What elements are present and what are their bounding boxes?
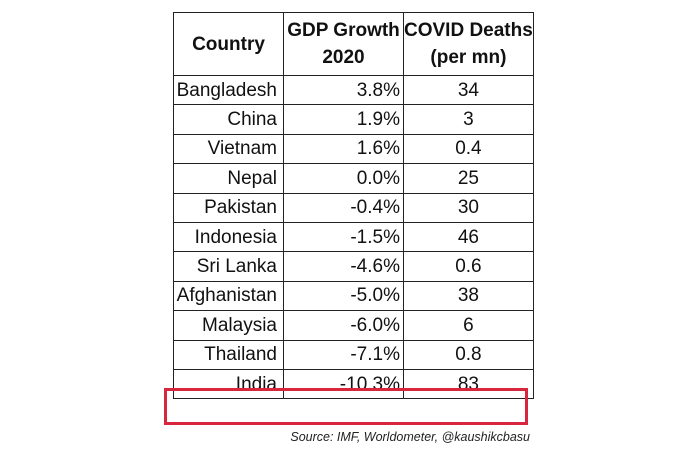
header-deaths-line-2: (per mn) <box>430 47 507 68</box>
gdp-covid-table: Country GDP Growth 2020 COVID Deaths (pe… <box>173 12 534 400</box>
cell-country: Bangladesh <box>173 74 284 106</box>
cell-gdp-growth: 1.6% <box>283 133 404 165</box>
header-gdp-line-1: GDP Growth <box>287 20 400 41</box>
cell-covid-deaths: 38 <box>403 280 534 312</box>
table-row: Sri Lanka -4.6% 0.6 <box>173 251 534 282</box>
cell-country: Malaysia <box>173 310 284 341</box>
cell-gdp-growth: 0.0% <box>283 163 404 194</box>
table-row: Thailand -7.1% 0.8 <box>173 339 534 370</box>
cell-covid-deaths: 25 <box>403 163 534 194</box>
table-row: India -10.3% 83 <box>173 368 534 400</box>
table-row: China 1.9% 3 <box>173 104 534 135</box>
cell-covid-deaths: 34 <box>403 74 534 106</box>
cell-country: China <box>173 104 284 135</box>
cell-country: Sri Lanka <box>173 251 284 282</box>
cell-gdp-growth: -4.6% <box>283 251 404 282</box>
cell-covid-deaths: 0.4 <box>403 133 534 165</box>
header-gdp: GDP Growth 2020 <box>283 12 404 76</box>
cell-covid-deaths: 83 <box>403 368 534 400</box>
data-table-container: Country GDP Growth 2020 COVID Deaths (pe… <box>173 12 534 400</box>
cell-gdp-growth: -10.3% <box>283 368 404 400</box>
cell-country: Afghanistan <box>173 280 284 312</box>
table-row: Indonesia -1.5% 46 <box>173 221 534 253</box>
cell-country: Vietnam <box>173 133 284 165</box>
table-row: Malaysia -6.0% 6 <box>173 310 534 341</box>
cell-covid-deaths: 6 <box>403 310 534 341</box>
table-row: Nepal 0.0% 25 <box>173 163 534 194</box>
header-country-line-1: Country <box>192 33 265 55</box>
cell-gdp-growth: 1.9% <box>283 104 404 135</box>
header-gdp-line-2: 2020 <box>322 47 365 68</box>
cell-gdp-growth: -7.1% <box>283 339 404 370</box>
cell-country: Thailand <box>173 339 284 370</box>
source-caption: Source: IMF, Worldometer, @kaushikcbasu <box>290 430 530 444</box>
cell-country: India <box>173 368 284 400</box>
header-deaths: COVID Deaths (per mn) <box>403 12 534 76</box>
table-body: Bangladesh 3.8% 34 China 1.9% 3 Vietnam 1.6% 0.4… <box>173 74 534 400</box>
cell-covid-deaths: 3 <box>403 104 534 135</box>
cell-gdp-growth: -1.5% <box>283 221 404 253</box>
cell-covid-deaths: 30 <box>403 192 534 223</box>
cell-country: Indonesia <box>173 221 284 253</box>
cell-covid-deaths: 46 <box>403 221 534 253</box>
cell-covid-deaths: 0.6 <box>403 251 534 282</box>
cell-gdp-growth: 3.8% <box>283 74 404 106</box>
table-row: Vietnam 1.6% 0.4 <box>173 133 534 165</box>
table-row: Bangladesh 3.8% 34 <box>173 74 534 106</box>
cell-gdp-growth: -0.4% <box>283 192 404 223</box>
table-row: Afghanistan -5.0% 38 <box>173 280 534 312</box>
table-row: Pakistan -0.4% 30 <box>173 192 534 223</box>
cell-gdp-growth: -5.0% <box>283 280 404 312</box>
cell-gdp-growth: -6.0% <box>283 310 404 341</box>
header-deaths-line-1: COVID Deaths <box>404 20 533 41</box>
cell-covid-deaths: 0.8 <box>403 339 534 370</box>
header-country: Country <box>173 12 284 76</box>
header-row: Country GDP Growth 2020 COVID Deaths (pe… <box>173 12 534 76</box>
cell-country: Pakistan <box>173 192 284 223</box>
cell-country: Nepal <box>173 163 284 194</box>
